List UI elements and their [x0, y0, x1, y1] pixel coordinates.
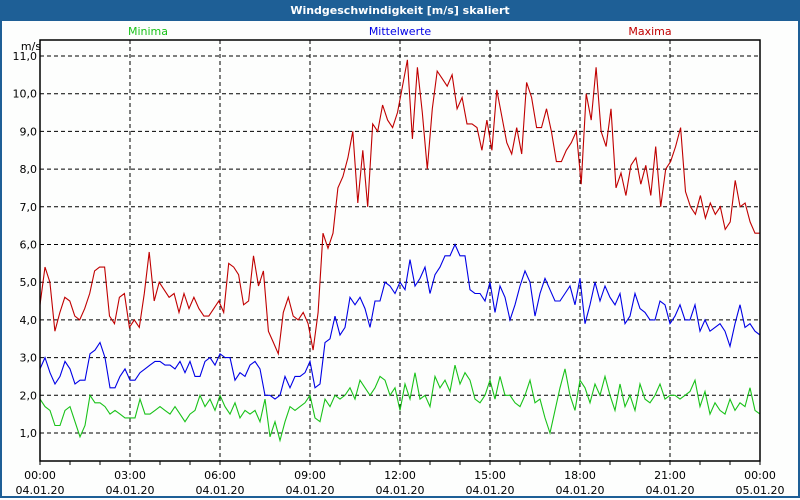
x-tick-label-time: 15:00 — [474, 469, 506, 482]
x-tick-label-time: 09:00 — [294, 469, 326, 482]
x-tick-label-time: 21:00 — [654, 469, 686, 482]
y-tick-label: 3,0 — [20, 352, 38, 365]
x-tick-label-date: 05.01.20 — [736, 484, 785, 497]
y-tick-label: 2,0 — [20, 389, 38, 402]
series-lines — [39, 59, 761, 443]
x-tick-label-date: 04.01.20 — [556, 484, 605, 497]
y-tick-label: 10,0 — [13, 88, 38, 101]
x-tick-label-date: 04.01.20 — [196, 484, 245, 497]
x-tick-label-time: 00:00 — [744, 469, 776, 482]
window-title: Windgeschwindigkeit [m/s] skaliert — [0, 0, 800, 21]
x-tick-label-date: 04.01.20 — [466, 484, 515, 497]
legend-mittelwerte: Mittelwerte — [369, 25, 432, 38]
x-tick-label-date: 04.01.20 — [286, 484, 335, 497]
axes: 1,0 2,0 3,0 4,0 5,0 6,0 7,0 8,0 9,0 10,0 11,0 00:00… — [13, 50, 785, 497]
y-tick-label: 5,0 — [20, 276, 38, 289]
x-tick-label-date: 04.01.20 — [106, 484, 155, 497]
y-axis-label: m/s — [21, 40, 41, 53]
x-tick-label-date: 04.01.20 — [376, 484, 425, 497]
series-line-minima — [39, 364, 761, 443]
y-tick-label: 6,0 — [20, 239, 38, 252]
y-tick-label: 8,0 — [20, 163, 38, 176]
x-tick-label-time: 06:00 — [204, 469, 236, 482]
legend-maxima: Maxima — [628, 25, 671, 38]
x-tick-label-date: 04.01.20 — [16, 484, 65, 497]
y-tick-label: 11,0 — [13, 50, 38, 63]
series-line-mittelwerte — [39, 243, 761, 400]
x-tick-label-time: 03:00 — [114, 469, 146, 482]
x-tick-label-date: 04.01.20 — [646, 484, 695, 497]
legend-minima: Minima — [128, 25, 168, 38]
y-tick-label: 9,0 — [20, 125, 38, 138]
grid — [40, 40, 760, 461]
y-tick-label: 1,0 — [20, 427, 38, 440]
y-tick-label: 4,0 — [20, 314, 38, 327]
x-tick-label-time: 18:00 — [564, 469, 596, 482]
x-tick-label-time: 00:00 — [24, 469, 56, 482]
x-tick-label-time: 12:00 — [384, 469, 416, 482]
series-line-maxima — [39, 59, 760, 356]
y-tick-label: 7,0 — [20, 201, 38, 214]
